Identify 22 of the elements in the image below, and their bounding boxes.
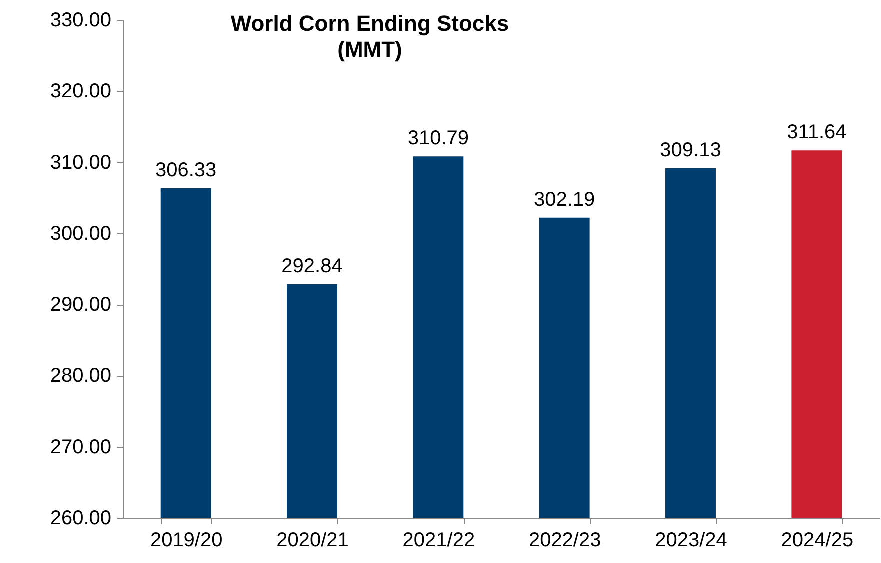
y-tick-label: 300.00 xyxy=(50,222,112,245)
x-tick-label: 2023/24 xyxy=(655,530,728,552)
x-tick-label: 2020/21 xyxy=(276,530,349,552)
x-tick-label: 2021/22 xyxy=(402,530,476,552)
y-tick-label: 290.00 xyxy=(50,294,112,316)
data-label: 311.64 xyxy=(787,122,847,144)
data-label: 302.19 xyxy=(534,188,596,211)
y-tick-label: 260.00 xyxy=(50,508,112,530)
data-label: 310.79 xyxy=(408,128,470,150)
data-label: 306.33 xyxy=(155,159,217,182)
y-tick-label: 270.00 xyxy=(50,436,112,458)
y-tick-label: 320.00 xyxy=(50,80,112,103)
x-tick-label: 2019/20 xyxy=(150,530,223,552)
y-tick-label: 330.00 xyxy=(50,10,112,32)
chart-title: World Corn Ending Stocks xyxy=(230,11,510,36)
text: (MMT) xyxy=(338,37,402,62)
x-tick-label: 2022/23 xyxy=(528,530,602,552)
y-tick-label: 310.00 xyxy=(50,152,112,174)
data-label: 292.84 xyxy=(282,255,343,278)
data-label: 309.13 xyxy=(660,139,722,162)
y-tick-label: 280.00 xyxy=(50,365,112,388)
x-tick-label: 2024/25 xyxy=(781,530,854,552)
